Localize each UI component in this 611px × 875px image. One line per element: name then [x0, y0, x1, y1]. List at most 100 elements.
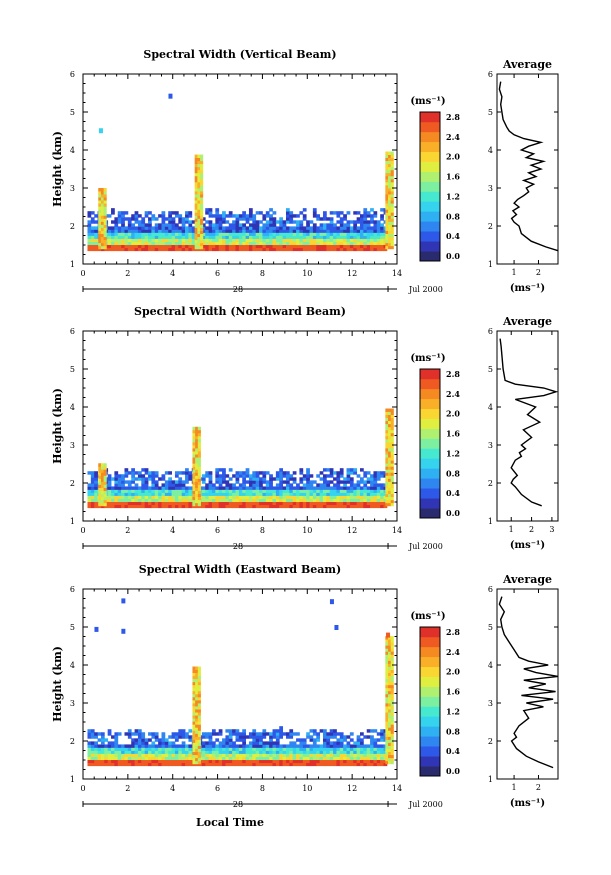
heatmap-cell [312, 729, 317, 733]
heatmap-cell [238, 474, 243, 478]
heatmap-cell [134, 732, 139, 736]
heatmap-cell [373, 729, 378, 733]
heatmap-cell [322, 738, 327, 742]
heatmap-cell [265, 241, 270, 246]
heatmap-cell [346, 489, 351, 493]
heatmap-spike-cell [390, 411, 394, 415]
heatmap-spike-cell [195, 496, 199, 501]
heatmap-cell [235, 477, 240, 481]
heatmap-cell [111, 759, 115, 764]
heatmap-spike-cell [197, 496, 201, 501]
heatmap-cell [275, 504, 280, 509]
heatmap-cell [151, 504, 156, 509]
heatmap-cell [225, 486, 230, 490]
heatmap-cell [141, 223, 146, 227]
heatmap-cell [269, 738, 273, 742]
heatmap-cell [312, 214, 317, 218]
heatmap-cell [134, 471, 139, 475]
heatmap-cell [299, 238, 304, 242]
heatmap-cell [164, 492, 169, 496]
heatmap-cell [299, 744, 304, 748]
heatmap-spike-cell [388, 163, 392, 168]
heatmap-cell [174, 762, 179, 767]
heatmap-cell [144, 483, 149, 487]
heatmap-cell [319, 483, 324, 487]
heatmap-cell [151, 492, 156, 496]
heatmap-cell [161, 489, 166, 493]
heatmap-cell [121, 247, 125, 252]
colorbar-unit: (ms⁻¹) [410, 96, 445, 107]
heatmap-spike-cell [390, 727, 394, 731]
heatmap-cell [114, 732, 119, 736]
heatmap-cell [363, 232, 368, 236]
heatmap-cell [151, 762, 156, 767]
heatmap-cell [336, 235, 341, 239]
heatmap-spike-cell [385, 197, 389, 201]
heatmap-cell [211, 214, 216, 218]
heatmap-spike-cell [388, 730, 392, 734]
heatmap-cell [252, 762, 257, 767]
heatmap-cell [211, 756, 216, 761]
heatmap-spike-cell [103, 484, 107, 488]
heatmap-cell [262, 492, 267, 496]
heatmap-cell [117, 492, 122, 496]
heatmap-cell [211, 238, 216, 242]
heatmap-cell [151, 483, 156, 487]
heatmap-cell [255, 474, 260, 478]
heatmap-spike-cell [197, 460, 201, 464]
heatmap-cell [215, 495, 220, 499]
heatmap-cell [265, 741, 270, 745]
profile-y-tick-label: 1 [488, 260, 493, 269]
heatmap-cell [87, 759, 92, 764]
x-tick-label: 0 [80, 784, 85, 793]
heatmap-spike-cell [195, 435, 199, 440]
heatmap-cell [228, 759, 233, 764]
heatmap-cell [144, 762, 149, 767]
heatmap-cell [174, 486, 179, 490]
heatmap-cell [376, 756, 381, 761]
heatmap-cell [272, 217, 277, 221]
heatmap-spike-cell [390, 733, 394, 737]
heatmap-cell [87, 744, 92, 748]
heatmap-spike-cell [385, 184, 389, 189]
heatmap-cell [124, 241, 129, 246]
heatmap-cell [309, 744, 314, 748]
heatmap-cell [94, 498, 98, 503]
heatmap-cell [178, 753, 183, 757]
heatmap-spike-cell [385, 502, 389, 507]
heatmap-cell [94, 486, 98, 490]
heatmap-spike-cell [100, 209, 105, 213]
heatmap-cell [218, 732, 223, 736]
heatmap-cell [380, 744, 384, 748]
heatmap-cell [306, 244, 310, 249]
heatmap-cell [302, 495, 307, 499]
heatmap-cell [289, 244, 294, 249]
heatmap-cell [296, 747, 300, 751]
heatmap-cell [148, 247, 152, 252]
heatmap-cell [255, 229, 260, 233]
heatmap-cell [100, 747, 105, 751]
heatmap-cell [232, 495, 236, 499]
heatmap-cell [272, 486, 277, 490]
heatmap-cell [148, 753, 152, 757]
heatmap-cell [302, 226, 307, 230]
heatmap-cell [218, 486, 223, 490]
heatmap-cell [376, 247, 381, 252]
y-tick-label: 2 [70, 737, 75, 746]
heatmap-cell [245, 471, 250, 475]
heatmap-cell [302, 217, 307, 221]
heatmap-cell [188, 247, 193, 252]
heatmap-cell [349, 483, 354, 487]
heatmap-cell [191, 238, 196, 242]
heatmap-cell [148, 486, 152, 490]
heatmap-cell [242, 474, 247, 478]
heatmap-spike-cell [194, 212, 198, 216]
heatmap-cell [353, 241, 358, 246]
heatmap-cell [359, 468, 364, 472]
heatmap-spike-cell [385, 441, 389, 446]
heatmap-cell [151, 741, 156, 745]
heatmap-cell [359, 480, 364, 484]
heatmap-cell [265, 223, 270, 227]
heatmap-cell [339, 232, 344, 236]
heatmap-cell [252, 495, 257, 499]
